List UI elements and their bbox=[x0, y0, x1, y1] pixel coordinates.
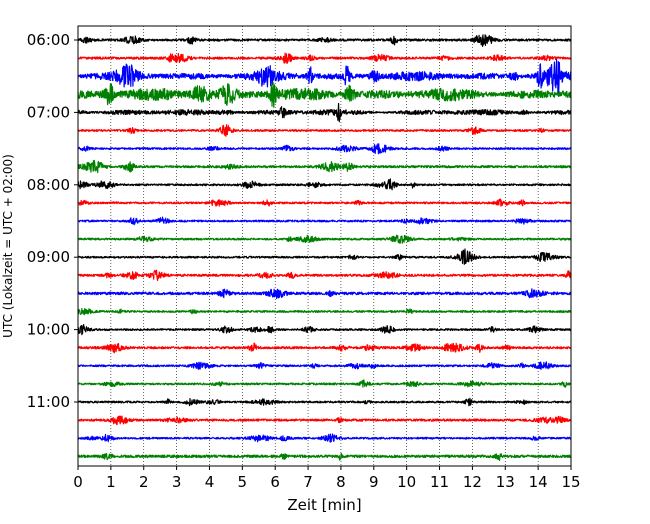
x-tick-label: 3 bbox=[172, 473, 182, 491]
y-tick-label: 10:00 bbox=[27, 321, 70, 339]
y-axis-label: UTC (Lokalzeit = UTC + 02:00) bbox=[1, 154, 15, 338]
trace-1015 bbox=[77, 342, 572, 354]
x-tick-label: 12 bbox=[463, 473, 482, 491]
trace-1130 bbox=[77, 433, 572, 443]
y-tick-label: 09:00 bbox=[27, 248, 70, 266]
x-tick-label: 9 bbox=[369, 473, 379, 491]
trace-0900 bbox=[77, 248, 572, 265]
x-tick-label: 8 bbox=[336, 473, 346, 491]
trace-0800 bbox=[77, 178, 572, 191]
x-axis-label: Zeit [min] bbox=[287, 496, 361, 514]
x-tick-label: 5 bbox=[238, 473, 248, 491]
x-tick-label: 1 bbox=[106, 473, 116, 491]
trace-0845 bbox=[77, 234, 572, 244]
trace-1115 bbox=[77, 415, 572, 426]
trace-layer bbox=[77, 34, 572, 462]
trace-0915 bbox=[77, 269, 572, 281]
x-tick-label: 11 bbox=[430, 473, 449, 491]
trace-0615 bbox=[77, 52, 572, 64]
x-tick-label: 15 bbox=[561, 473, 580, 491]
trace-1100 bbox=[77, 397, 572, 407]
x-tick-label: 14 bbox=[529, 473, 548, 491]
trace-1000 bbox=[77, 324, 572, 336]
trace-0600 bbox=[77, 34, 572, 48]
x-tick-label: 6 bbox=[270, 473, 280, 491]
trace-0830 bbox=[77, 216, 572, 226]
x-tick-label: 2 bbox=[139, 473, 149, 491]
trace-1145 bbox=[77, 453, 572, 462]
y-tick-label: 07:00 bbox=[27, 103, 70, 121]
y-axis-ticks: 06:00 07:00 08:00 09:00 10:00 11:00 bbox=[27, 31, 78, 411]
trace-1045 bbox=[77, 379, 572, 388]
trace-0930 bbox=[77, 288, 572, 299]
y-tick-label: 08:00 bbox=[27, 176, 70, 194]
x-tick-label: 7 bbox=[303, 473, 313, 491]
trace-0745 bbox=[77, 159, 572, 174]
vertical-grid bbox=[110, 26, 539, 466]
trace-0700 bbox=[77, 102, 572, 123]
trace-0730 bbox=[77, 143, 572, 155]
trace-0715 bbox=[77, 124, 572, 137]
y-tick-label: 11:00 bbox=[27, 393, 70, 411]
trace-1030 bbox=[77, 361, 572, 370]
y-tick-label: 06:00 bbox=[27, 31, 70, 49]
trace-0645 bbox=[77, 81, 572, 108]
x-tick-label: 4 bbox=[205, 473, 215, 491]
x-axis-ticks: 0 1 2 3 4 5 6 7 8 9 10 11 12 13 14 15 bbox=[73, 466, 581, 491]
x-tick-label: 13 bbox=[496, 473, 515, 491]
plot-frame bbox=[77, 25, 572, 467]
trace-0815 bbox=[77, 198, 572, 207]
x-tick-label: 0 bbox=[73, 473, 83, 491]
x-tick-label: 10 bbox=[397, 473, 416, 491]
trace-0630 bbox=[77, 58, 572, 97]
trace-0945 bbox=[77, 307, 572, 316]
